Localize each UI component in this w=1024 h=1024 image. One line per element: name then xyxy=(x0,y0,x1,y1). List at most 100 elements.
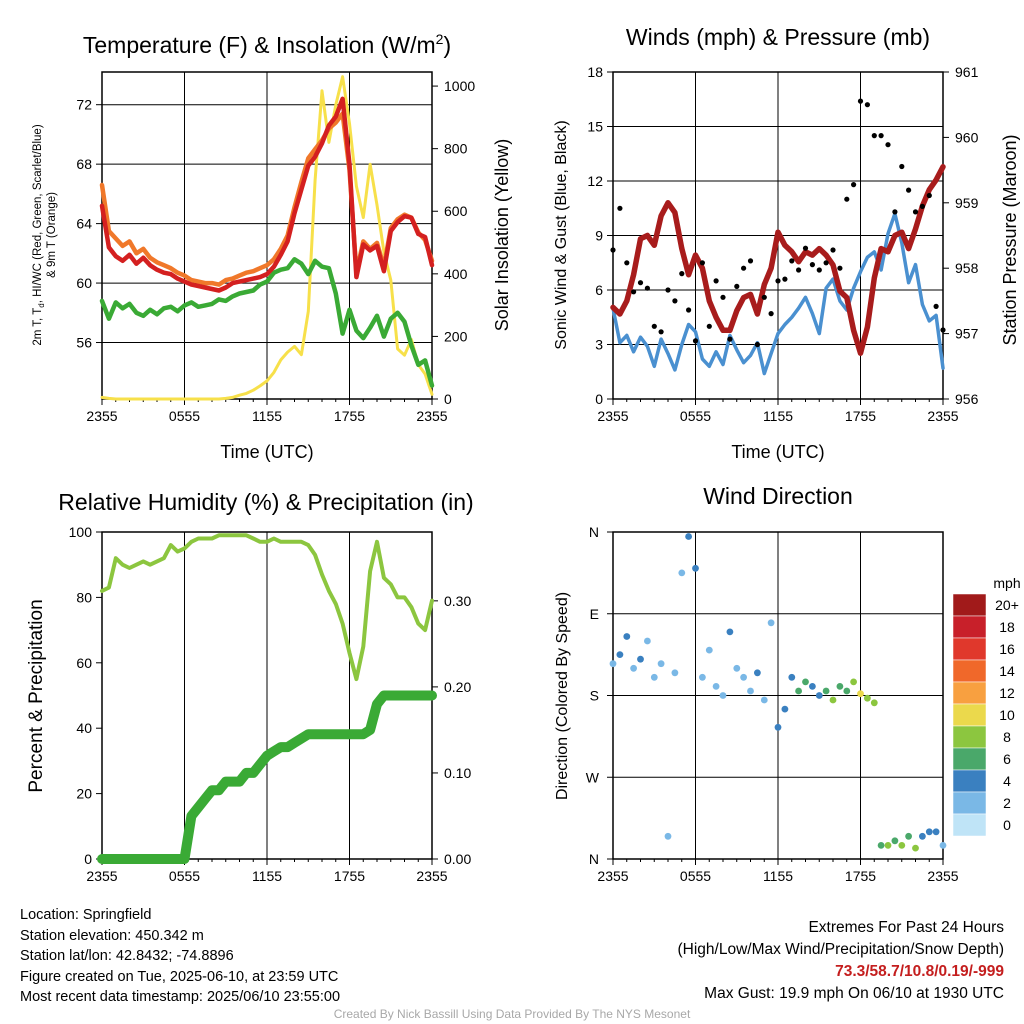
direction-tick-label: S xyxy=(590,688,599,704)
direction-point xyxy=(857,690,864,698)
legend-swatch xyxy=(952,769,987,793)
temperature-y-axis-label-line1: 2m T, Td, HI/WC (Red, Green, Scarlet/Blu… xyxy=(32,124,46,345)
direction-point xyxy=(884,842,892,849)
gust-point xyxy=(651,323,657,329)
direction-point xyxy=(788,673,796,681)
direction-point xyxy=(685,533,692,540)
gust-point xyxy=(775,278,781,284)
x-tick-label: 2355 xyxy=(416,868,447,884)
gust-point xyxy=(871,133,877,139)
direction-point xyxy=(795,687,802,695)
gust-point xyxy=(837,265,843,271)
gust-point xyxy=(713,278,719,284)
y-tick-label: 64 xyxy=(76,216,92,232)
direction-point xyxy=(774,723,782,731)
gust-point xyxy=(631,289,637,295)
y-tick-label: 12 xyxy=(587,173,603,189)
gust-point xyxy=(720,294,726,300)
direction-point xyxy=(815,692,823,699)
y-tick-label: 3 xyxy=(595,337,603,353)
insolation-y-axis-label: Solar Insolation (Yellow) xyxy=(492,139,512,331)
y-tick-label: 20 xyxy=(76,786,92,802)
y-right-tick-label: 800 xyxy=(444,141,468,157)
gust-point xyxy=(789,258,795,264)
direction-point xyxy=(609,660,617,668)
direction-point xyxy=(678,569,686,577)
temperature-x-axis-label: Time (UTC) xyxy=(220,442,313,462)
x-tick-label: 1755 xyxy=(845,408,876,424)
extremes-info: Extremes For Past 24 Hours (High/Low/Max… xyxy=(678,917,1005,1005)
y-right-tick-label: 0.10 xyxy=(444,765,471,781)
direction-point xyxy=(657,660,665,668)
direction-point xyxy=(877,842,885,849)
gust-point xyxy=(686,307,692,313)
gust-point xyxy=(796,267,802,273)
direction-point xyxy=(919,832,926,840)
y-right-tick-label: 960 xyxy=(955,129,979,145)
x-tick-label: 2355 xyxy=(597,408,628,424)
dewpoint-line xyxy=(99,257,435,388)
legend-label: 0 xyxy=(1003,817,1011,833)
legend-label: 12 xyxy=(999,685,1015,701)
speed-legend-title: mph xyxy=(993,575,1020,591)
y-tick-label: 68 xyxy=(76,156,92,172)
gust-point xyxy=(912,209,919,215)
y-tick-label: 15 xyxy=(587,119,603,135)
x-tick-label: 2355 xyxy=(927,408,958,424)
insolation-line xyxy=(100,75,434,401)
gust-point xyxy=(906,187,912,193)
gust-point xyxy=(919,203,926,209)
direction-point xyxy=(932,828,940,836)
gust-point xyxy=(672,298,678,304)
direction-point xyxy=(754,669,761,677)
y-tick-label: 6 xyxy=(595,282,603,298)
station-info: Location: Springfield Station elevation:… xyxy=(20,905,340,1008)
direction-point xyxy=(925,828,933,836)
gust-point xyxy=(885,142,891,148)
gust-point xyxy=(857,98,864,104)
gust-point xyxy=(830,247,836,253)
legend-swatch xyxy=(952,659,987,683)
legend-label: 14 xyxy=(999,663,1015,679)
x-tick-label: 1755 xyxy=(334,868,365,884)
extremes-values: 73.3/58.7/10.8/0.19/-999 xyxy=(835,963,1004,980)
y-tick-label: 72 xyxy=(76,97,92,113)
wind-gust-y-axis-label: Sonic Wind & Gust (Blue, Black) xyxy=(553,120,570,349)
direction-point xyxy=(864,694,871,702)
y-tick-label: 0 xyxy=(595,391,603,407)
gust-point xyxy=(699,260,706,266)
y-right-tick-label: 957 xyxy=(955,326,979,342)
gust-point xyxy=(782,276,788,282)
x-tick-label: 1155 xyxy=(252,408,282,424)
y-right-tick-label: 0.20 xyxy=(444,679,471,695)
y-right-tick-label: 958 xyxy=(955,260,979,276)
direction-point xyxy=(630,664,637,672)
gust-point xyxy=(768,311,774,317)
gust-point xyxy=(747,258,754,264)
y-right-tick-label: 0.00 xyxy=(444,851,471,867)
gust-point xyxy=(658,329,664,335)
legend-label: 6 xyxy=(1003,751,1011,767)
gust-point xyxy=(624,260,630,266)
direction-point xyxy=(726,628,734,636)
gust-point xyxy=(637,280,644,286)
x-tick-label: 1155 xyxy=(252,868,282,884)
gust-point xyxy=(823,260,829,266)
direction-point xyxy=(692,564,699,572)
direction-point xyxy=(870,699,878,707)
direction-point xyxy=(939,842,947,849)
direction-point xyxy=(829,696,837,704)
y-right-tick-label: 400 xyxy=(444,266,468,282)
direction-point xyxy=(733,664,741,672)
direction-point xyxy=(767,619,775,627)
y-right-tick-label: 0.30 xyxy=(444,593,471,609)
gust-point xyxy=(761,294,767,300)
wind-direction-panel: Wind Direction Direction (Colored By Spe… xyxy=(554,483,1021,884)
legend-swatch xyxy=(952,747,987,771)
humidity-y-axis-label: Percent & Precipitation xyxy=(26,599,47,792)
x-tick-label: 2355 xyxy=(927,868,958,884)
legend-label: 4 xyxy=(1003,773,1011,789)
y-right-tick-label: 0 xyxy=(444,391,452,407)
direction-point xyxy=(747,687,754,695)
y-tick-label: 56 xyxy=(76,335,92,351)
